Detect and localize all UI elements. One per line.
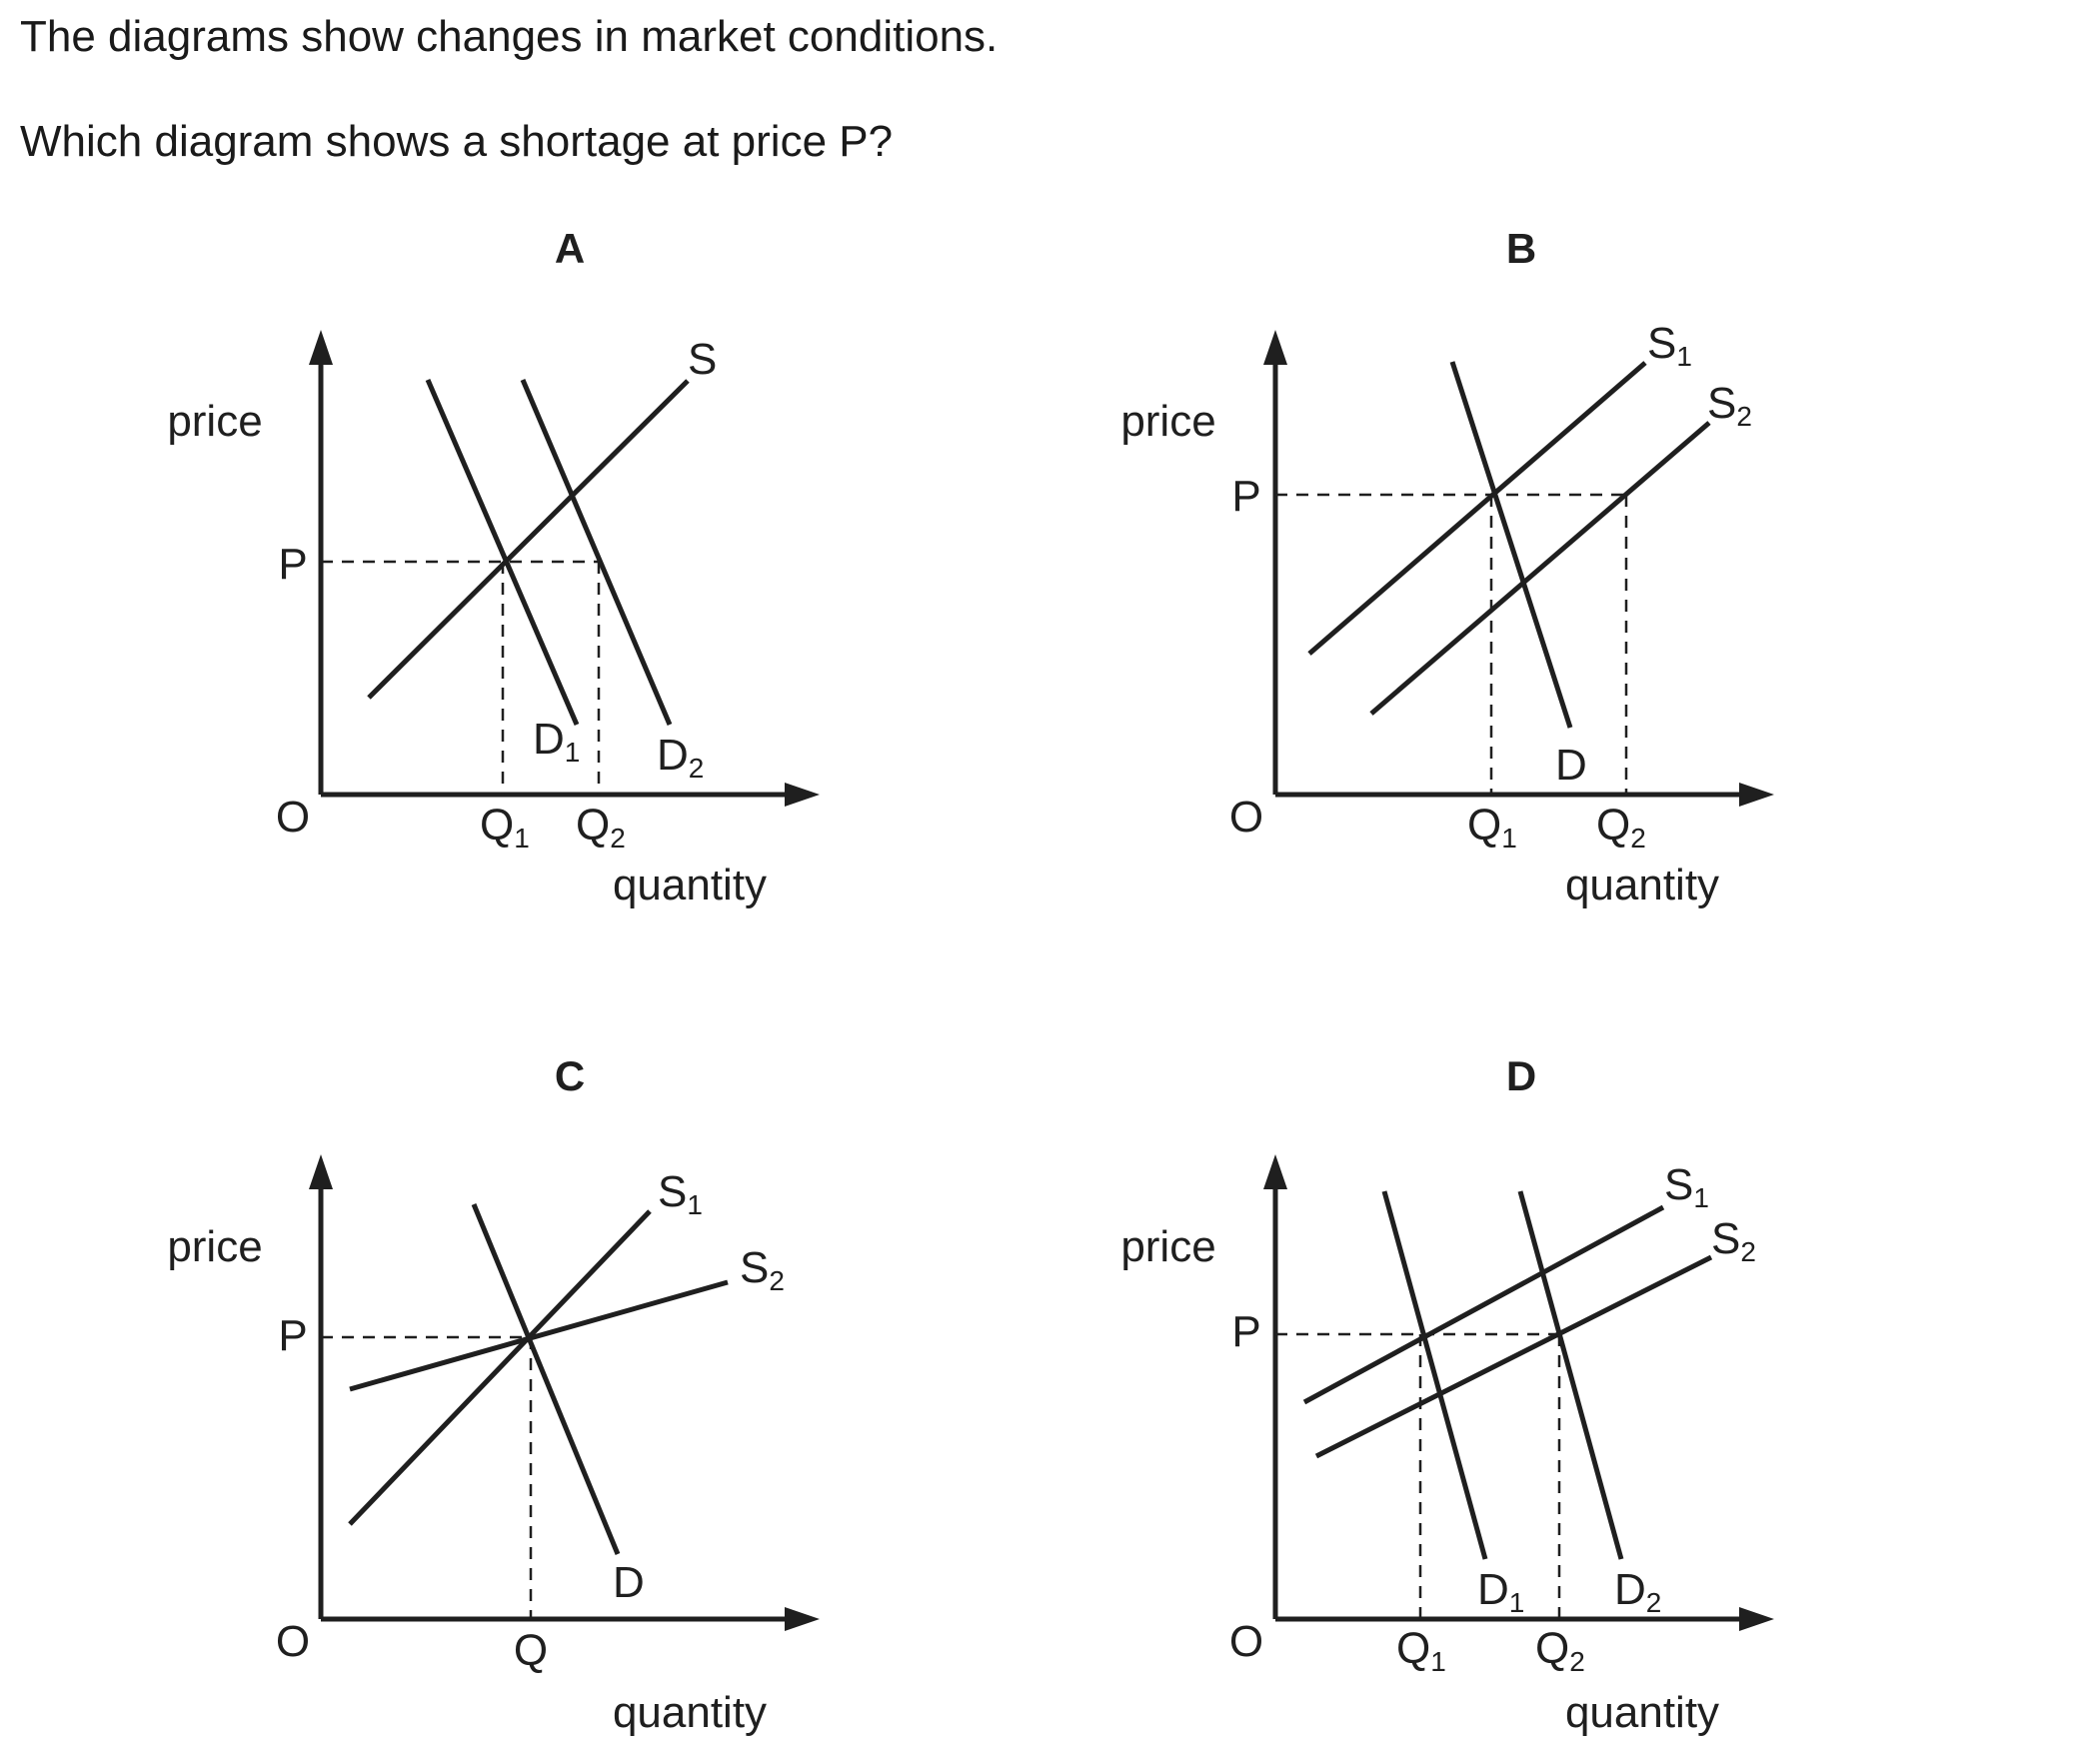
diagram-a-x-axis-label: quantity: [613, 861, 767, 909]
diagram-b-supply-s1: [1307, 361, 1647, 656]
diagram-c-y-axis-label: price: [167, 1222, 262, 1271]
diagram-d-origin: O: [1229, 1617, 1263, 1666]
diagram-a-origin: O: [276, 793, 310, 842]
diagram-a-title: A: [555, 225, 585, 272]
diagram-a[interactable]: A price quantity O P D1 D2 S Q1 Q2: [167, 225, 820, 909]
diagram-a-x-arrow: [785, 783, 820, 807]
diagram-d-title: D: [1506, 1052, 1536, 1099]
diagram-c-label-s2: S2: [740, 1243, 785, 1296]
diagram-c-supply-s1: [348, 1209, 652, 1526]
diagram-c-label-s1: S1: [658, 1167, 703, 1220]
diagram-b-demand-d: [1449, 361, 1573, 729]
diagram-d-label-q2: Q2: [1535, 1624, 1585, 1677]
diagram-a-demand-d1: [425, 379, 580, 726]
diagram-c-y-arrow: [309, 1154, 333, 1189]
diagram-c-x-arrow: [785, 1607, 820, 1631]
diagram-b-y-arrow: [1263, 330, 1287, 365]
diagram-d-demand-d1: [1381, 1190, 1488, 1560]
diagram-c[interactable]: C price quantity O P S1 S2 D Q: [167, 1052, 820, 1737]
diagram-d-demand-d2: [1517, 1190, 1624, 1560]
diagram-b-label-q2: Q2: [1596, 801, 1646, 854]
diagram-a-price-p: P: [278, 540, 307, 589]
diagram-d-supply-s2: [1314, 1254, 1713, 1459]
diagram-a-label-q2: Q2: [576, 801, 626, 854]
diagram-a-supply-s: [367, 379, 690, 700]
diagram-b-x-arrow: [1739, 783, 1774, 807]
diagram-b-origin: O: [1229, 793, 1263, 842]
diagram-a-label-d1: D1: [533, 715, 580, 768]
diagram-c-x-axis-label: quantity: [613, 1688, 767, 1737]
diagram-c-origin: O: [276, 1617, 310, 1666]
question-intro: The diagrams show changes in market cond…: [20, 12, 999, 61]
diagram-b-label-s2: S2: [1707, 379, 1752, 432]
diagram-d[interactable]: D price quantity O P S1 S2 D1 D2 Q1 Q2: [1120, 1052, 1774, 1737]
diagram-a-y-axis-label: price: [167, 397, 262, 446]
diagram-d-label-d1: D1: [1477, 1565, 1524, 1618]
diagram-d-x-arrow: [1739, 1607, 1774, 1631]
diagram-b-x-axis-label: quantity: [1565, 861, 1719, 909]
diagram-a-label-d2: D2: [657, 731, 704, 784]
diagram-c-supply-s2: [349, 1279, 729, 1392]
diagram-a-demand-d2: [520, 379, 673, 726]
diagram-b-supply-s2: [1369, 421, 1711, 716]
diagram-d-label-s1: S1: [1664, 1160, 1709, 1213]
diagram-b-label-s1: S1: [1647, 319, 1692, 372]
diagram-d-y-arrow: [1263, 1154, 1287, 1189]
diagram-d-x-axis-label: quantity: [1565, 1688, 1719, 1737]
diagram-c-label-q: Q: [514, 1626, 548, 1675]
diagram-d-price-p: P: [1231, 1307, 1260, 1356]
diagram-a-y-arrow: [309, 330, 333, 365]
diagram-b-label-d: D: [1555, 741, 1587, 790]
diagram-d-label-q1: Q1: [1396, 1624, 1446, 1677]
diagram-d-label-d2: D2: [1614, 1565, 1661, 1618]
diagram-c-title: C: [555, 1052, 585, 1099]
diagram-c-label-d: D: [613, 1558, 645, 1607]
diagram-c-demand-d: [471, 1203, 621, 1555]
diagram-a-label-q1: Q1: [480, 801, 530, 854]
diagram-d-y-axis-label: price: [1120, 1222, 1215, 1271]
diagram-b-price-p: P: [1231, 472, 1260, 521]
question-prompt: Which diagram shows a shortage at price …: [20, 117, 894, 166]
diagram-a-label-s: S: [688, 335, 717, 384]
diagram-b-label-q1: Q1: [1467, 801, 1517, 854]
diagram-c-price-p: P: [278, 1311, 307, 1360]
diagram-b-title: B: [1506, 225, 1536, 272]
diagram-b[interactable]: B price quantity O P S1 S2 D Q1 Q2: [1120, 225, 1774, 909]
diagram-d-supply-s1: [1302, 1204, 1665, 1405]
diagram-b-y-axis-label: price: [1120, 397, 1215, 446]
diagram-d-label-s2: S2: [1711, 1214, 1756, 1267]
